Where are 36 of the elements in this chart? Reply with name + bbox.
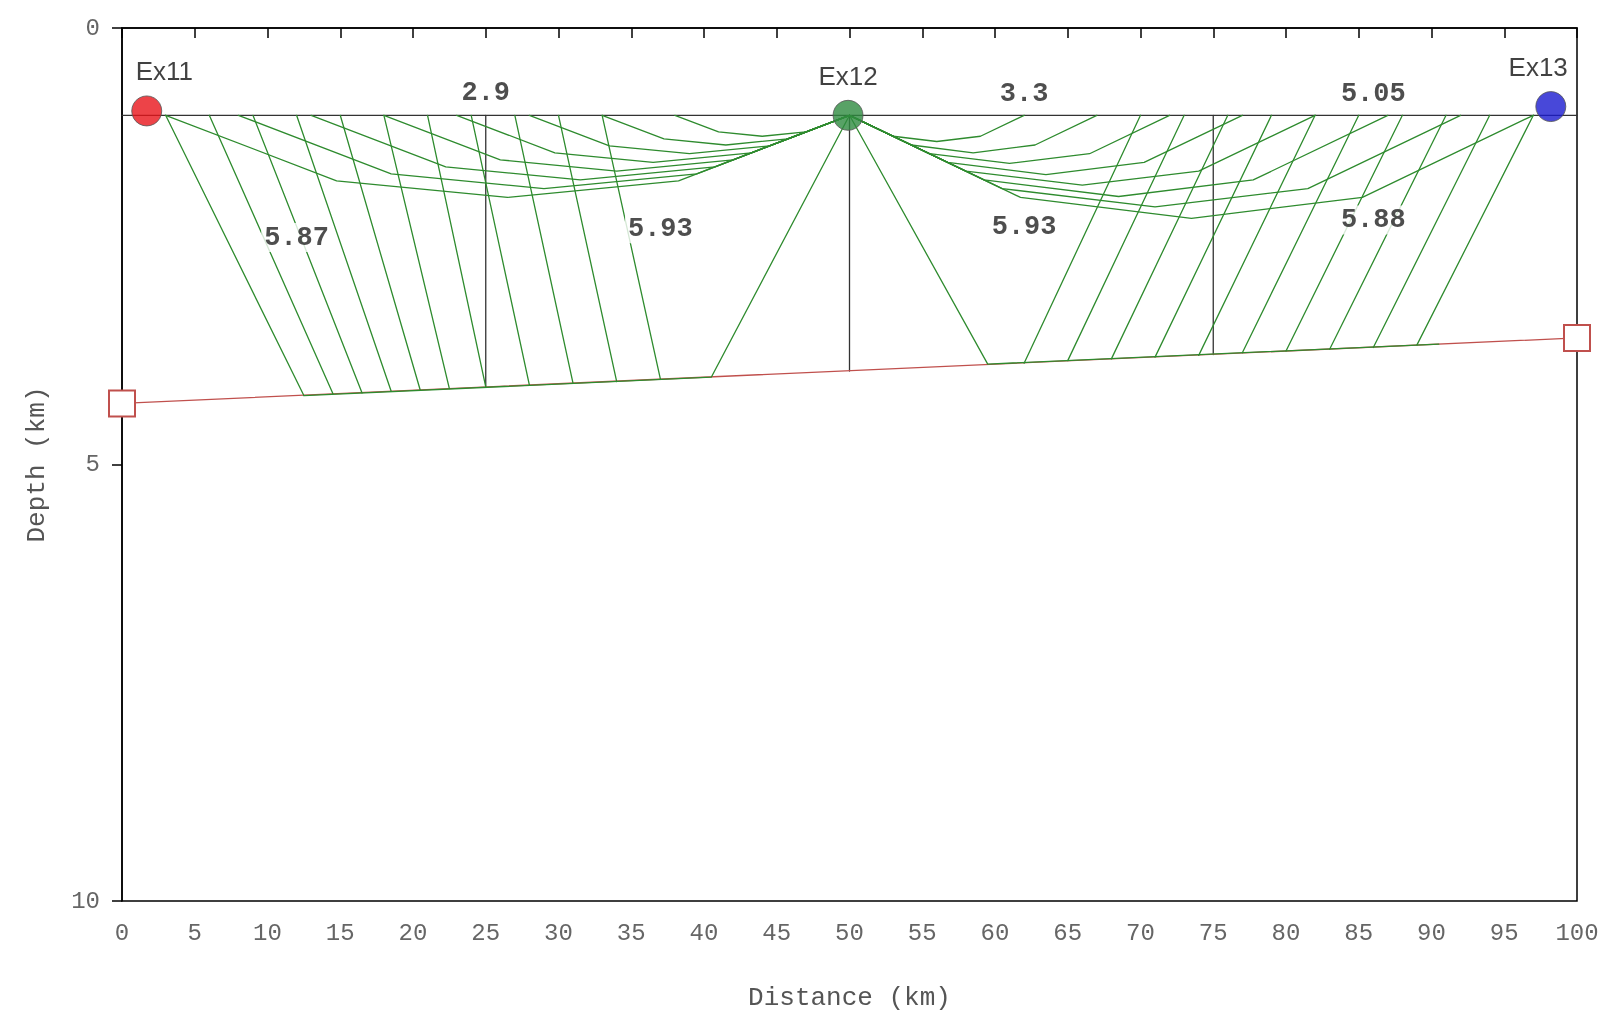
x-tick-label: 5 bbox=[187, 919, 202, 947]
x-tick-label: 20 bbox=[398, 919, 428, 947]
x-tick-label: 10 bbox=[253, 919, 282, 947]
x-tick-label: 40 bbox=[689, 919, 719, 947]
x-tick-label: 75 bbox=[1198, 919, 1228, 947]
annotation: 3.3 bbox=[999, 79, 1049, 110]
series-label: Ex13 bbox=[1508, 52, 1568, 83]
annotation: 5.87 bbox=[264, 222, 330, 253]
y-tick-label: 5 bbox=[85, 451, 100, 478]
x-tick-label: 85 bbox=[1344, 919, 1374, 947]
x-axis-title: Distance (km) bbox=[748, 983, 951, 1013]
annotation: 5.93 bbox=[627, 213, 693, 244]
x-tick-label: 25 bbox=[471, 919, 501, 947]
series-label: Ex11 bbox=[135, 56, 194, 87]
series-label: Ex12 bbox=[818, 60, 878, 91]
y-tick-label: 0 bbox=[85, 14, 100, 42]
x-tick-label: 0 bbox=[114, 919, 130, 947]
x-tick-label: 90 bbox=[1417, 919, 1446, 947]
annotation: 5.05 bbox=[1340, 79, 1406, 110]
annotation: 5.88 bbox=[1340, 205, 1406, 236]
x-tick-label: 55 bbox=[907, 919, 937, 947]
x-tick-label: 45 bbox=[762, 919, 792, 947]
x-tick-label: 80 bbox=[1271, 919, 1301, 947]
annotation: 5.93 bbox=[991, 212, 1057, 243]
y-tick-label: 10 bbox=[71, 887, 100, 915]
x-tick-label: 95 bbox=[1489, 919, 1519, 947]
x-tick-label: 60 bbox=[980, 919, 1010, 947]
x-tick-label: 100 bbox=[1555, 919, 1599, 947]
y-axis-title: Depth (km) bbox=[22, 386, 52, 543]
x-tick-label: 15 bbox=[325, 919, 355, 947]
x-tick-label: 30 bbox=[544, 919, 573, 947]
x-tick-label: 70 bbox=[1126, 919, 1155, 947]
annotation: 2.9 bbox=[461, 77, 511, 108]
x-tick-label: 65 bbox=[1053, 919, 1083, 947]
x-tick-label: 50 bbox=[835, 919, 864, 947]
x-tick-label: 35 bbox=[616, 919, 646, 947]
